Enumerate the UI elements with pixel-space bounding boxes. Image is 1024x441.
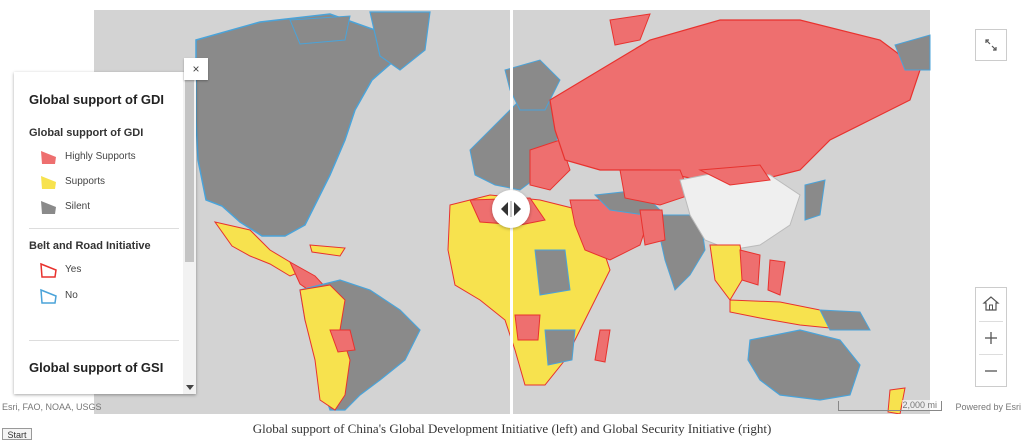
scale-bar: 2,000 mi: [838, 400, 942, 411]
swipe-arrows-icon: [501, 201, 521, 217]
plus-icon: [985, 332, 997, 344]
legend-label: No: [65, 290, 78, 301]
papua-land: [819, 309, 871, 331]
map-view[interactable]: [0, 0, 1024, 414]
expand-button[interactable]: [975, 29, 1007, 61]
control-divider: [979, 354, 1003, 355]
control-divider: [979, 321, 1003, 322]
legend-panel: Global support of GDI Global support of …: [14, 72, 196, 394]
zoom-in-button[interactable]: [976, 322, 1006, 354]
bri-yes-outline-icon: [40, 262, 57, 278]
scroll-down-arrow-icon[interactable]: [186, 385, 194, 390]
philippines-land: [767, 259, 786, 296]
legend-item-highly-supports: Highly Supports: [39, 148, 136, 166]
central-asia-highly: [619, 169, 691, 206]
minus-icon: [985, 370, 997, 372]
silent-swatch-icon: [41, 201, 56, 214]
legend-label: Supports: [65, 176, 106, 187]
legend-close-button[interactable]: ×: [184, 58, 208, 80]
east-europe-highly: [529, 139, 571, 191]
legend-item-supports: Supports: [39, 173, 105, 191]
legend-item-bri-no: No: [39, 287, 78, 305]
home-button[interactable]: [976, 288, 1006, 320]
legend-item-bri-yes: Yes: [39, 261, 81, 279]
home-icon: [982, 296, 1000, 311]
caribbean-land: [309, 244, 346, 257]
legend-scrollbar-thumb[interactable]: [185, 76, 194, 262]
japan-land: [804, 179, 826, 221]
zoom-out-button[interactable]: [976, 355, 1006, 387]
powered-by-esri[interactable]: Powered by Esri: [955, 402, 1021, 412]
scale-label: 2,000 mi: [902, 400, 937, 410]
legend-divider: [29, 340, 179, 341]
bolivia-highly: [329, 329, 356, 353]
arctic-islands: [289, 15, 351, 45]
southeast-asia-land: [709, 244, 746, 301]
highly-supports-swatch-icon: [41, 151, 56, 164]
greenland-land: [369, 11, 431, 71]
russia-land: [549, 19, 921, 181]
australia-land: [747, 329, 861, 401]
mongolia-land: [698, 164, 771, 186]
start-button[interactable]: Start: [2, 428, 32, 440]
legend-bri-title: Belt and Road Initiative: [29, 240, 151, 252]
map-attribution[interactable]: Esri, FAO, NOAA, USGS: [2, 402, 102, 412]
legend-item-silent: Silent: [39, 198, 90, 216]
legend-layer-title: Global support of GDI: [29, 127, 144, 139]
madagascar-land: [594, 329, 611, 363]
angola-highly: [514, 314, 541, 341]
legend-scrollbar[interactable]: [183, 72, 196, 394]
africa-silent-2: [544, 329, 576, 366]
legend-second-title: Global support of GSI: [29, 360, 164, 375]
expand-icon: [985, 39, 997, 51]
legend-main-title: Global support of GDI: [29, 92, 165, 107]
legend-label: Silent: [65, 201, 91, 212]
figure-caption: Global support of China's Global Develop…: [252, 421, 772, 436]
legend-content[interactable]: Global support of GDI Global support of …: [14, 72, 182, 394]
map-nav-controls: [975, 287, 1007, 387]
supports-swatch-icon: [41, 176, 56, 189]
alaska-right: [894, 34, 931, 71]
swipe-handle[interactable]: [492, 190, 530, 228]
novaya-zemlya: [609, 13, 651, 46]
legend-divider: [29, 228, 179, 229]
indochina-highly: [739, 249, 761, 286]
africa-silent-1: [534, 249, 571, 296]
legend-label: Highly Supports: [65, 151, 136, 162]
legend-label: Yes: [65, 264, 82, 275]
bri-no-outline-icon: [40, 288, 57, 304]
new-zealand-land: [887, 387, 906, 414]
pakistan-highly: [639, 209, 666, 246]
andes-support: [299, 284, 351, 411]
